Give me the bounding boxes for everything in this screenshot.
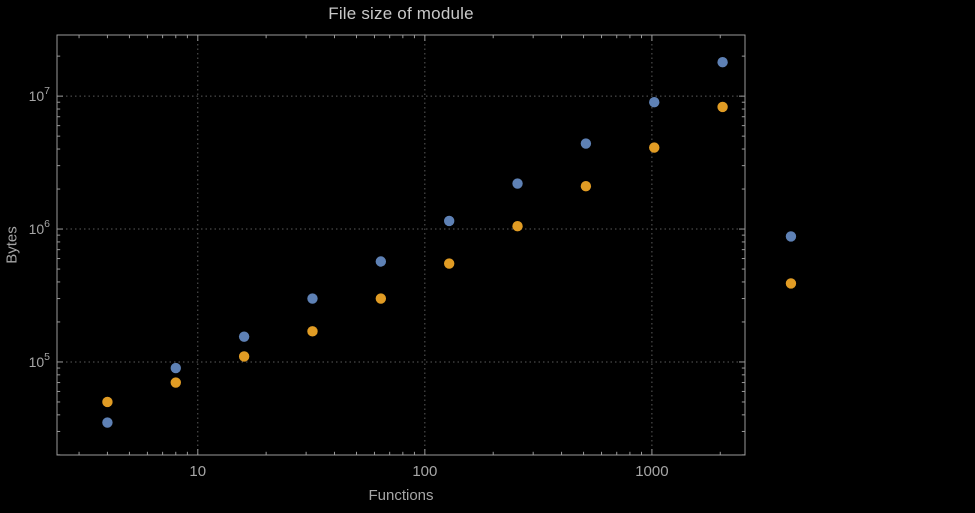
data-point-orange xyxy=(785,278,797,289)
data-point-blue xyxy=(170,362,181,374)
data-point-orange xyxy=(375,293,387,304)
data-point-blue xyxy=(238,331,250,342)
y-tick-label: 106 xyxy=(29,218,51,237)
data-point-orange xyxy=(102,396,113,408)
data-point-orange xyxy=(307,326,318,337)
plot-frame xyxy=(56,34,746,456)
data-point-blue xyxy=(443,215,455,227)
x-tick-label: 1000 xyxy=(635,463,668,480)
data-point-orange xyxy=(580,181,592,192)
data-point-orange xyxy=(443,258,455,269)
data-point-blue xyxy=(307,293,318,304)
data-point-blue xyxy=(580,138,592,149)
x-tick-label: 10 xyxy=(189,463,206,480)
data-point-orange xyxy=(649,142,660,153)
x-axis-label: Functions xyxy=(368,487,434,504)
data-point-orange xyxy=(238,351,250,362)
data-point-blue xyxy=(375,256,387,267)
data-point-blue xyxy=(512,178,523,189)
y-axis-label: Bytes xyxy=(3,226,21,264)
data-point-blue xyxy=(717,57,728,68)
data-point-orange xyxy=(512,221,523,232)
data-point-orange xyxy=(717,101,728,113)
data-point-blue xyxy=(785,231,797,242)
data-point-orange xyxy=(170,377,181,388)
data-point-blue xyxy=(102,417,113,428)
x-tick-label: 100 xyxy=(412,463,437,480)
chart-title: File size of module xyxy=(328,4,474,23)
y-tick-label: 105 xyxy=(29,351,51,370)
y-tick-label: 107 xyxy=(29,85,51,104)
data-point-blue xyxy=(649,97,660,108)
